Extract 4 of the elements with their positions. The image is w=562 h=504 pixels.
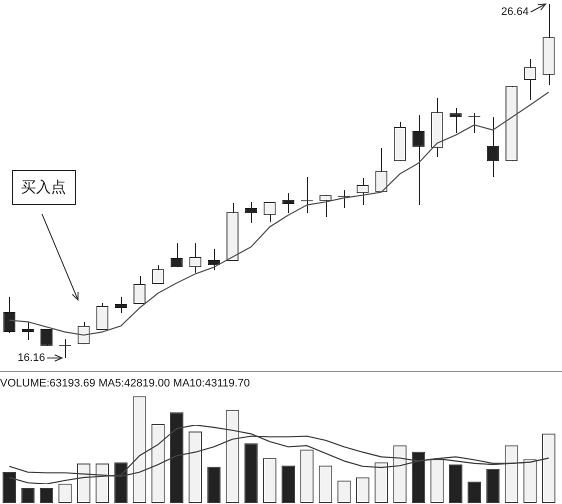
chart-title: VOLUME:63193.69 MA5:42819.00 MA10:43119.70	[0, 378, 250, 390]
annotation: 16.16	[18, 352, 46, 364]
annotation: 买入点	[21, 178, 66, 196]
annotation: 26.64	[501, 6, 529, 18]
